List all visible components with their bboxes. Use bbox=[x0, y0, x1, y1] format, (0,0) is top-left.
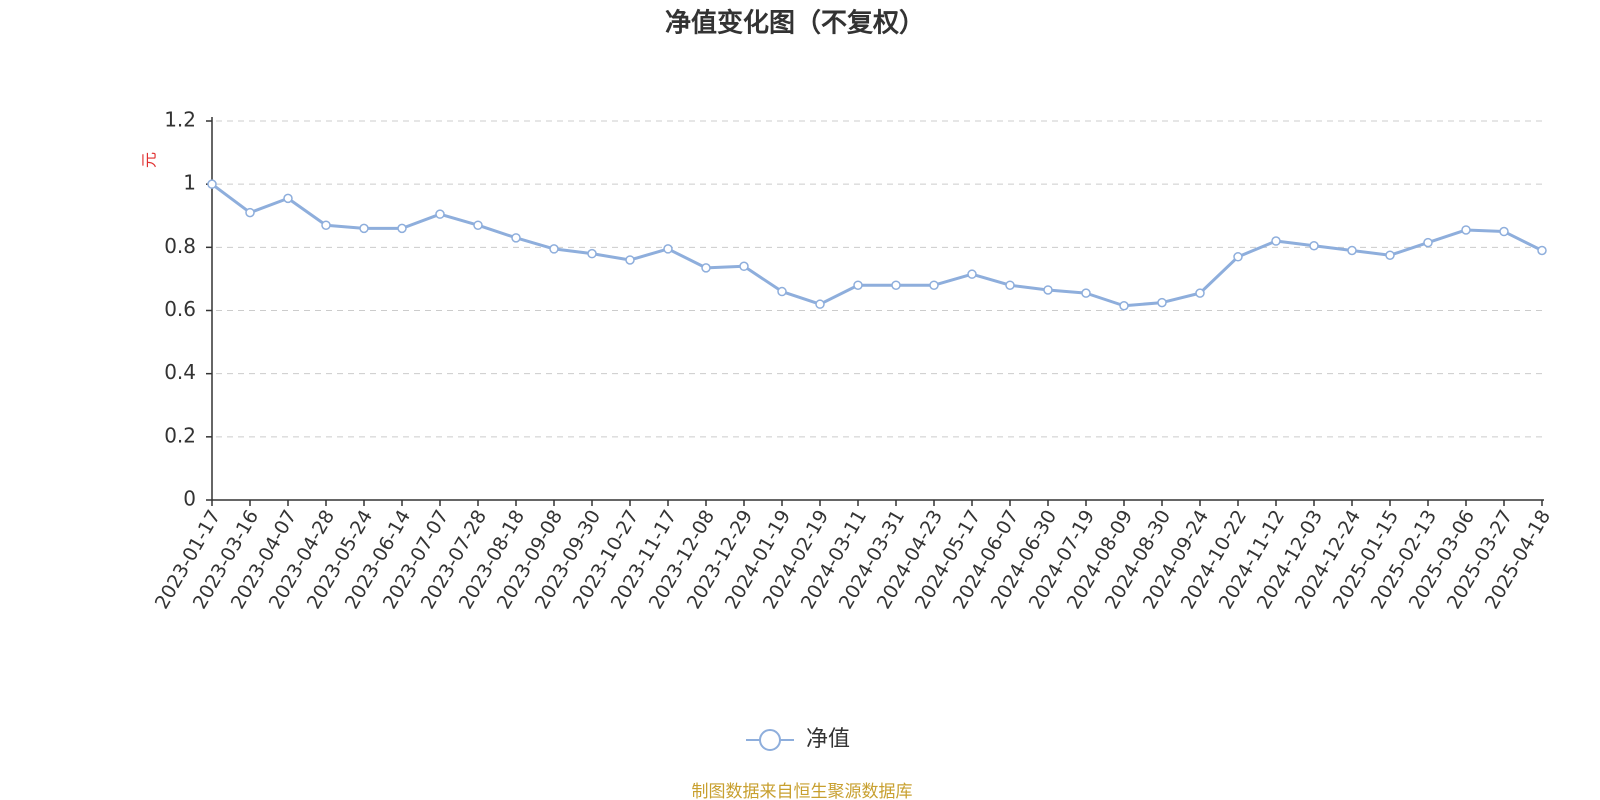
point-marker bbox=[853, 280, 863, 290]
y-tick-label: 0.4 bbox=[164, 360, 196, 384]
point-marker bbox=[1537, 245, 1547, 256]
y-tick-label: 0.2 bbox=[164, 423, 196, 447]
point-marker bbox=[359, 223, 369, 234]
source-note: 制图数据来自恒生聚源数据库 bbox=[692, 782, 913, 800]
point-marker bbox=[1233, 252, 1243, 262]
legend-label: 净值 bbox=[806, 727, 850, 752]
point-marker bbox=[701, 263, 711, 273]
point-marker bbox=[1005, 280, 1015, 290]
point-marker bbox=[777, 286, 787, 297]
point-marker bbox=[1499, 226, 1509, 237]
point-marker bbox=[1043, 285, 1053, 295]
legend-marker bbox=[759, 729, 781, 751]
y-tick-label: 0.6 bbox=[164, 297, 196, 321]
point-marker bbox=[891, 280, 901, 290]
point-marker bbox=[321, 220, 331, 230]
point-marker bbox=[511, 233, 521, 243]
y-tick-label: 1 bbox=[183, 171, 196, 195]
point-marker bbox=[1081, 288, 1091, 298]
point-marker bbox=[1309, 241, 1319, 251]
point-marker bbox=[1119, 301, 1129, 311]
point-marker bbox=[397, 223, 407, 234]
y-tick-label: 0 bbox=[183, 487, 196, 511]
point-marker bbox=[739, 261, 749, 272]
point-marker bbox=[815, 299, 825, 309]
point-marker bbox=[1423, 237, 1433, 248]
point-marker bbox=[1385, 250, 1395, 260]
point-marker bbox=[1461, 225, 1471, 235]
point-marker bbox=[967, 269, 977, 279]
point-marker bbox=[283, 193, 293, 204]
point-marker bbox=[549, 244, 559, 254]
point-marker bbox=[207, 179, 217, 189]
y-axis-label: 元 bbox=[140, 152, 159, 168]
point-marker bbox=[1157, 297, 1167, 308]
y-tick-label: 0.8 bbox=[164, 234, 196, 258]
point-marker bbox=[245, 207, 255, 218]
point-marker bbox=[1195, 288, 1205, 298]
point-marker bbox=[587, 248, 597, 259]
point-marker bbox=[435, 209, 445, 219]
point-marker bbox=[1347, 245, 1357, 256]
point-marker bbox=[625, 255, 635, 265]
point-marker bbox=[473, 220, 483, 230]
point-marker bbox=[1271, 236, 1281, 246]
series-line bbox=[211, 182, 1543, 308]
chart-title: 净值变化图（不复权） bbox=[665, 8, 925, 39]
y-tick-label: 1.2 bbox=[164, 108, 196, 132]
point-marker bbox=[929, 280, 939, 290]
point-marker bbox=[663, 244, 673, 254]
